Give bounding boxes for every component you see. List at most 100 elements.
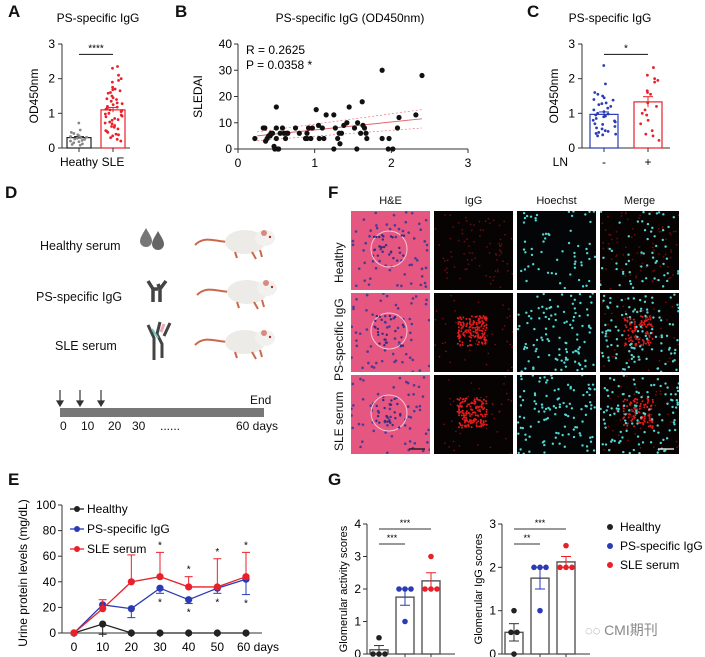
data-point <box>111 85 114 89</box>
data-point <box>319 125 325 131</box>
igg-background <box>619 419 622 421</box>
nucleus <box>410 322 414 326</box>
nucleus <box>363 279 367 282</box>
data-point <box>593 122 597 126</box>
igg-background <box>511 331 513 333</box>
hoechst-nucleus <box>656 451 659 454</box>
igg-signal <box>468 403 471 406</box>
igg-signal <box>460 324 463 327</box>
igg-background <box>493 417 496 420</box>
hoechst-nucleus <box>621 436 624 439</box>
data-point <box>110 122 114 126</box>
igg-signal <box>637 410 640 413</box>
nucleus <box>358 332 362 335</box>
igg-background <box>450 420 453 422</box>
hoechst-nucleus <box>520 377 523 381</box>
y-tick-label: 2 <box>48 72 55 86</box>
igg-signal <box>626 424 629 427</box>
hoechst-nucleus <box>565 320 568 323</box>
data-point <box>242 573 250 581</box>
nucleus <box>382 398 385 402</box>
nucleus <box>410 301 413 305</box>
micrograph-igg-0 <box>434 211 513 290</box>
hoechst-nucleus <box>650 348 654 351</box>
data-point <box>106 131 110 134</box>
hoechst-nucleus <box>621 393 625 396</box>
hoechst-nucleus <box>600 211 603 213</box>
hoechst-nucleus <box>538 380 541 383</box>
data-point <box>646 118 650 122</box>
hoechst-nucleus <box>588 211 591 213</box>
nucleus <box>408 263 412 267</box>
igg-signal <box>610 238 613 241</box>
panel-letter-c: C <box>527 2 540 21</box>
hoechst-nucleus <box>554 436 557 439</box>
nucleus <box>351 243 355 247</box>
hoechst-nucleus <box>607 449 611 452</box>
igg-background <box>511 346 513 348</box>
igg-background <box>481 400 484 403</box>
nucleus <box>364 241 368 245</box>
hoechst-nucleus <box>589 440 593 443</box>
igg-signal <box>470 426 473 429</box>
hoechst-nucleus <box>641 220 644 223</box>
hoechst-nucleus <box>544 237 547 240</box>
hoechst-nucleus <box>641 348 644 351</box>
nucleus <box>393 411 396 414</box>
hoechst-nucleus <box>631 422 634 425</box>
igg-background <box>479 229 482 231</box>
nucleus <box>385 451 389 454</box>
nucleus <box>375 226 379 230</box>
data-point <box>355 120 361 126</box>
hoechst-nucleus <box>581 324 584 328</box>
hoechst-nucleus <box>636 422 639 425</box>
igg-signal <box>457 408 460 411</box>
igg-signal <box>651 242 654 245</box>
igg-signal <box>481 332 484 335</box>
igg-signal <box>481 401 484 404</box>
data-point <box>309 125 315 131</box>
igg-signal <box>630 339 633 342</box>
nucleus <box>425 298 428 302</box>
y-tick-label: 1 <box>568 106 575 120</box>
hoechst-nucleus <box>541 305 544 309</box>
data-point <box>611 98 615 102</box>
legend-marker <box>607 524 613 530</box>
hoechst-nucleus <box>538 376 542 380</box>
igg-signal <box>478 399 481 402</box>
hoechst-nucleus <box>633 383 636 386</box>
hoechst-nucleus <box>616 305 619 308</box>
y-tick-label: 2 <box>568 72 575 86</box>
significance-star: * <box>187 565 191 576</box>
nucleus <box>401 360 404 364</box>
hoechst-nucleus <box>569 273 572 276</box>
hoechst-nucleus <box>648 408 651 411</box>
data-point <box>69 135 72 138</box>
igg-signal <box>477 333 480 336</box>
igg-background <box>446 259 449 261</box>
hoechst-nucleus <box>584 413 588 417</box>
igg-background <box>500 403 503 406</box>
nucleus <box>375 361 378 365</box>
hoechst-nucleus <box>581 444 584 447</box>
significance-label: ** <box>523 533 531 543</box>
hoechst-nucleus <box>578 314 581 318</box>
data-point <box>346 104 352 110</box>
nucleus <box>411 297 415 300</box>
hoechst-nucleus <box>538 317 541 320</box>
data-point <box>83 137 87 141</box>
nucleus <box>368 234 371 238</box>
igg-signal <box>622 253 625 256</box>
data-point <box>639 122 643 126</box>
hoechst-nucleus <box>625 262 628 266</box>
igg-signal <box>461 409 464 412</box>
data-point <box>657 138 661 142</box>
hoechst-nucleus <box>522 221 526 224</box>
hoechst-nucleus <box>633 308 637 311</box>
hoechst-nucleus <box>617 441 621 444</box>
data-point <box>594 113 598 117</box>
hoechst-nucleus <box>610 319 613 322</box>
igg-signal <box>667 277 670 280</box>
micrograph-bg <box>434 375 513 454</box>
micrograph-merge-0 <box>600 211 679 290</box>
